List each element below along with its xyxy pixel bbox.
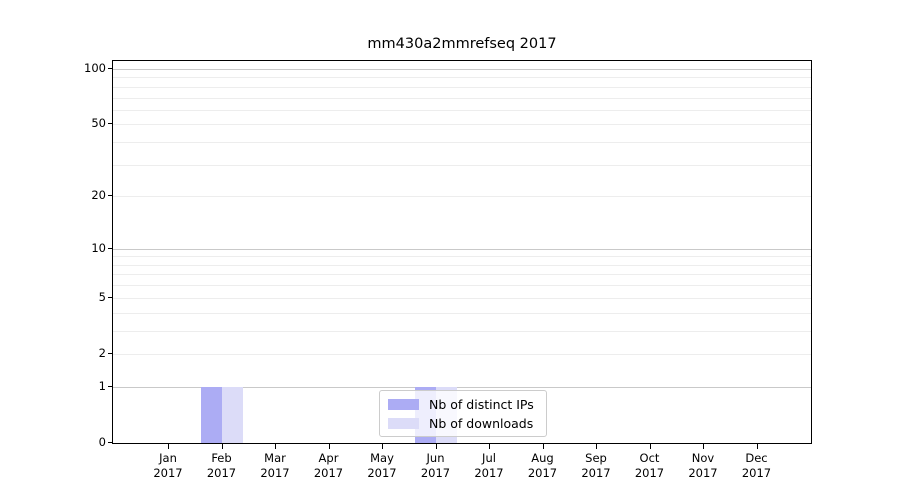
chart-title: mm430a2mmrefseq 2017: [367, 36, 557, 52]
minor-gridline: [113, 312, 811, 314]
y-tick-label: 0: [98, 435, 106, 449]
x-tick-year: 2017: [420, 466, 451, 480]
x-tick-mark: [703, 444, 704, 449]
x-tick-mark: [596, 444, 597, 449]
y-tick-label: 5: [98, 289, 106, 304]
bar-distinct-ips: [200, 386, 222, 443]
minor-gridline: [113, 109, 811, 111]
x-tick-label: Jan 2017: [138, 451, 198, 481]
y-tick-label: 20: [91, 188, 106, 203]
x-tick-mark: [542, 444, 544, 449]
minor-gridline: [113, 142, 811, 144]
x-tick-year: 2017: [260, 466, 290, 480]
minor-gridline: [113, 256, 811, 258]
legend-entry-distinct-ips: Nb of distinct IPs: [388, 397, 538, 412]
y-tick-mark: [108, 385, 112, 387]
x-tick-label: Apr 2017: [299, 451, 359, 481]
x-tick-month: Mar: [264, 451, 286, 465]
x-tick-mark: [489, 444, 490, 449]
minor-gridline: [113, 285, 811, 287]
x-tick-year: 2017: [153, 466, 183, 480]
y-tick-label: 50: [91, 116, 106, 131]
y-tick-mark: [108, 195, 112, 197]
bar-downloads: [221, 386, 243, 443]
legend-swatch-1: [388, 417, 419, 429]
minor-gridline: [113, 97, 811, 99]
minor-gridline: [113, 274, 811, 276]
minor-gridline: [113, 124, 811, 126]
y-tick-mark: [108, 123, 112, 125]
x-tick-month: Nov: [691, 451, 715, 465]
x-tick-year: 2017: [313, 466, 344, 480]
x-tick-month: May: [370, 451, 394, 465]
legend-box: Nb of distinct IPs Nb of downloads: [379, 390, 547, 437]
x-tick-month: Feb: [211, 451, 232, 465]
x-tick-label: Jul 2017: [459, 451, 519, 481]
y-tick-label: 100: [84, 60, 106, 75]
x-tick-month: Jan: [159, 451, 177, 465]
x-tick-mark: [649, 444, 651, 449]
y-tick-mark: [108, 352, 112, 354]
x-tick-label: May 2017: [352, 451, 412, 481]
x-tick-year: 2017: [474, 466, 504, 480]
y-tick-label: 2: [98, 345, 106, 360]
x-tick-mark: [435, 444, 437, 449]
legend-swatch-0: [388, 398, 419, 410]
x-tick-year: 2017: [634, 466, 665, 480]
minor-gridline: [113, 330, 811, 332]
y-tick-mark: [108, 67, 112, 69]
x-tick-label: Mar 2017: [245, 451, 305, 481]
x-tick-label: Dec 2017: [727, 451, 787, 481]
x-tick-year: 2017: [527, 466, 558, 480]
x-tick-month: Jul: [482, 451, 496, 465]
x-tick-label: Feb 2017: [192, 451, 252, 481]
x-tick-label: Nov 2017: [673, 451, 733, 481]
y-tick-mark: [108, 247, 112, 249]
legend-label-distinct-ips: Nb of distinct IPs: [429, 396, 534, 412]
x-tick-year: 2017: [741, 466, 772, 480]
major-gridline: [113, 68, 811, 70]
minor-gridline: [113, 77, 811, 79]
x-tick-label: Aug 2017: [513, 451, 573, 481]
x-tick-mark: [168, 444, 169, 449]
y-tick-mark: [108, 296, 112, 298]
x-tick-month: Aug: [531, 451, 554, 465]
minor-gridline: [113, 86, 811, 88]
major-gridline: [113, 386, 811, 388]
x-tick-month: Apr: [318, 451, 339, 465]
x-tick-year: 2017: [206, 466, 237, 480]
minor-gridline: [113, 353, 811, 355]
x-tick-label: Sep 2017: [566, 451, 626, 481]
x-tick-month: Jun: [426, 451, 445, 465]
x-tick-label: Jun 2017: [406, 451, 466, 481]
x-tick-month: Dec: [745, 451, 768, 465]
x-tick-mark: [382, 444, 383, 449]
x-tick-mark: [275, 444, 276, 449]
major-gridline: [113, 248, 811, 250]
y-tick-label: 1: [98, 378, 106, 393]
minor-gridline: [113, 264, 811, 266]
x-tick-mark: [756, 444, 758, 449]
minor-gridline: [113, 164, 811, 166]
x-tick-year: 2017: [688, 466, 718, 480]
x-tick-mark: [328, 444, 330, 449]
x-tick-label: Oct 2017: [620, 451, 680, 481]
x-tick-month: Sep: [585, 451, 607, 465]
minor-gridline: [113, 297, 811, 299]
x-tick-month: Oct: [639, 451, 660, 465]
y-tick-label: 10: [91, 240, 106, 255]
x-tick-year: 2017: [367, 466, 397, 480]
plot-area: Nb of distinct IPs Nb of downloads: [112, 60, 812, 444]
x-tick-year: 2017: [581, 466, 611, 480]
legend-entry-downloads: Nb of downloads: [388, 416, 538, 431]
minor-gridline: [113, 196, 811, 198]
y-tick-mark: [108, 442, 112, 443]
legend-label-downloads: Nb of downloads: [429, 415, 534, 431]
x-tick-mark: [221, 444, 223, 449]
